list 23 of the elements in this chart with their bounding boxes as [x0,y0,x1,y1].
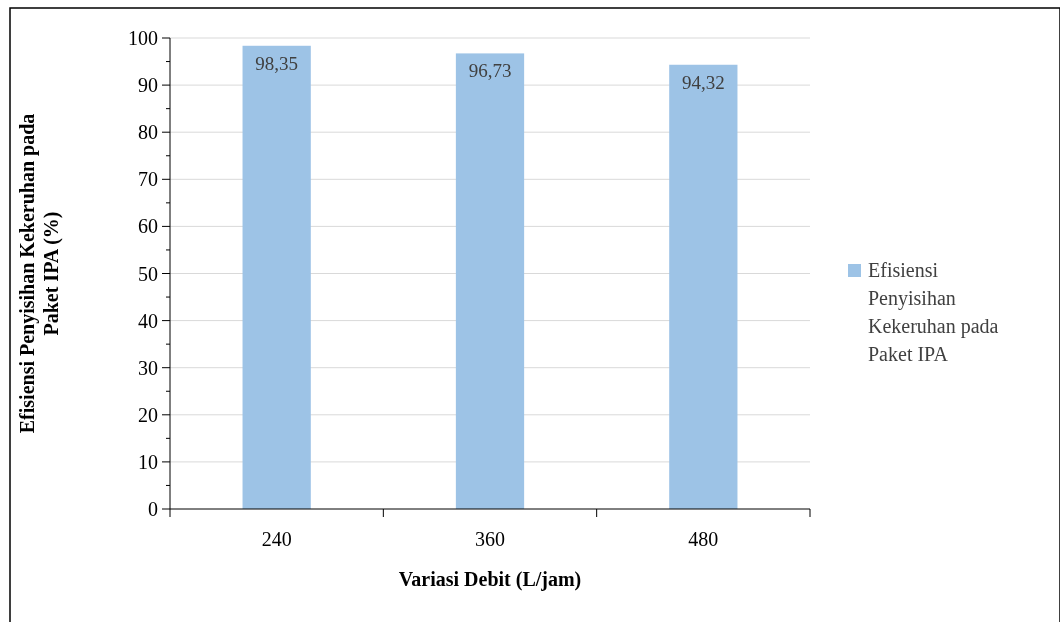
y-tick-label: 0 [148,498,158,520]
y-axis-title: Efisiensi Penyisihan Kekeruhan pada Paket IPA (%) [16,113,63,434]
y-tick-label: 100 [128,27,158,49]
x-axis-title: Variasi Debit (L/jam) [398,568,582,591]
data-label: 98,35 [255,52,299,74]
bar [242,45,311,509]
y-tick-label: 10 [138,450,158,473]
y-tick-label: 30 [138,356,158,379]
bar [455,53,525,509]
data-label: 96,73 [468,60,512,82]
x-tick-label: 360 [475,528,505,550]
y-tick-label: 90 [138,74,158,97]
y-tick-label: 60 [138,215,158,238]
y-tick-label: 50 [138,262,158,285]
bar [669,64,738,509]
y-tick-label: 70 [138,168,158,191]
y-tick-label: 80 [138,121,158,144]
x-tick-label: 480 [688,528,719,550]
x-tick-label: 240 [261,528,292,550]
y-tick-label: 40 [138,309,158,332]
y-tick-label: 20 [138,403,158,426]
legend-label: Efisiensi Penyisihan Kekeruhan pada Paket IPA [868,259,999,365]
data-label: 94,32 [681,71,725,93]
